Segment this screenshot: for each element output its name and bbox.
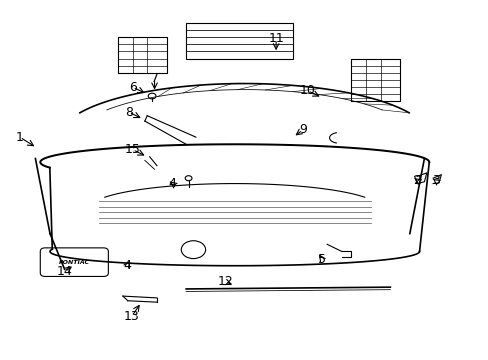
Text: PONTIAC: PONTIAC bbox=[59, 260, 90, 265]
Text: 14: 14 bbox=[57, 265, 72, 278]
Text: 11: 11 bbox=[268, 32, 284, 45]
Bar bbox=[186, 23, 292, 59]
Text: 5: 5 bbox=[318, 253, 325, 266]
Text: 10: 10 bbox=[299, 84, 315, 97]
Text: 2: 2 bbox=[412, 174, 420, 186]
Text: 3: 3 bbox=[431, 174, 439, 187]
Circle shape bbox=[185, 176, 192, 181]
Text: 9: 9 bbox=[298, 123, 306, 136]
Circle shape bbox=[148, 93, 156, 99]
Text: 4: 4 bbox=[168, 177, 176, 190]
Text: 4: 4 bbox=[122, 259, 130, 272]
Text: 7: 7 bbox=[150, 72, 158, 85]
Circle shape bbox=[181, 241, 205, 258]
Text: 1: 1 bbox=[16, 131, 24, 144]
Text: 8: 8 bbox=[124, 105, 133, 119]
FancyBboxPatch shape bbox=[40, 248, 108, 276]
Text: 15: 15 bbox=[124, 143, 141, 156]
Text: 6: 6 bbox=[128, 81, 136, 94]
Text: 13: 13 bbox=[123, 310, 139, 323]
Text: 12: 12 bbox=[217, 275, 232, 288]
